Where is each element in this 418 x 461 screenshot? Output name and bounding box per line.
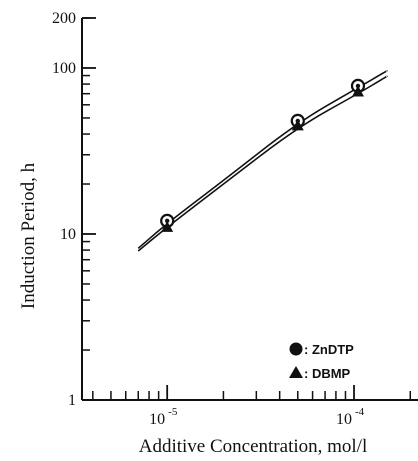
x-tick-exponent: -5: [168, 406, 178, 418]
y-tick-label: 1: [68, 392, 76, 409]
y-tick-label: 10: [60, 226, 76, 243]
x-tick-label: 10: [336, 411, 352, 428]
x-axis-ticks: 10 -5 10 -4: [92, 385, 412, 428]
x-axis-label: Additive Concentration, mol/l: [139, 436, 368, 457]
y-tick-label: 200: [52, 10, 76, 27]
series-curves: [137, 70, 388, 252]
legend-marker-triangle: [289, 366, 303, 378]
y-axis-ticks: 1 10 100 200: [52, 10, 96, 409]
x-tick-exponent: -4: [355, 406, 365, 418]
legend-label: : DBMP: [304, 366, 351, 381]
y-axis-label: Induction Period, h: [18, 162, 39, 309]
series-markers: [160, 78, 366, 232]
series-line-zndtp: [137, 70, 388, 249]
point-dbmp: [161, 221, 174, 232]
point-dbmp: [291, 119, 304, 131]
y-tick-label: 100: [52, 60, 76, 77]
point-dbmp: [351, 85, 364, 97]
legend-marker-circle: [289, 342, 303, 356]
legend: : ZnDTP : DBMP: [289, 342, 354, 381]
x-tick-label: 10: [149, 411, 165, 428]
legend-label: : ZnDTP: [304, 342, 354, 357]
plot-frame: [81, 18, 418, 401]
series-line-dbmp: [137, 75, 388, 252]
point-zndtp-center: [164, 218, 170, 224]
